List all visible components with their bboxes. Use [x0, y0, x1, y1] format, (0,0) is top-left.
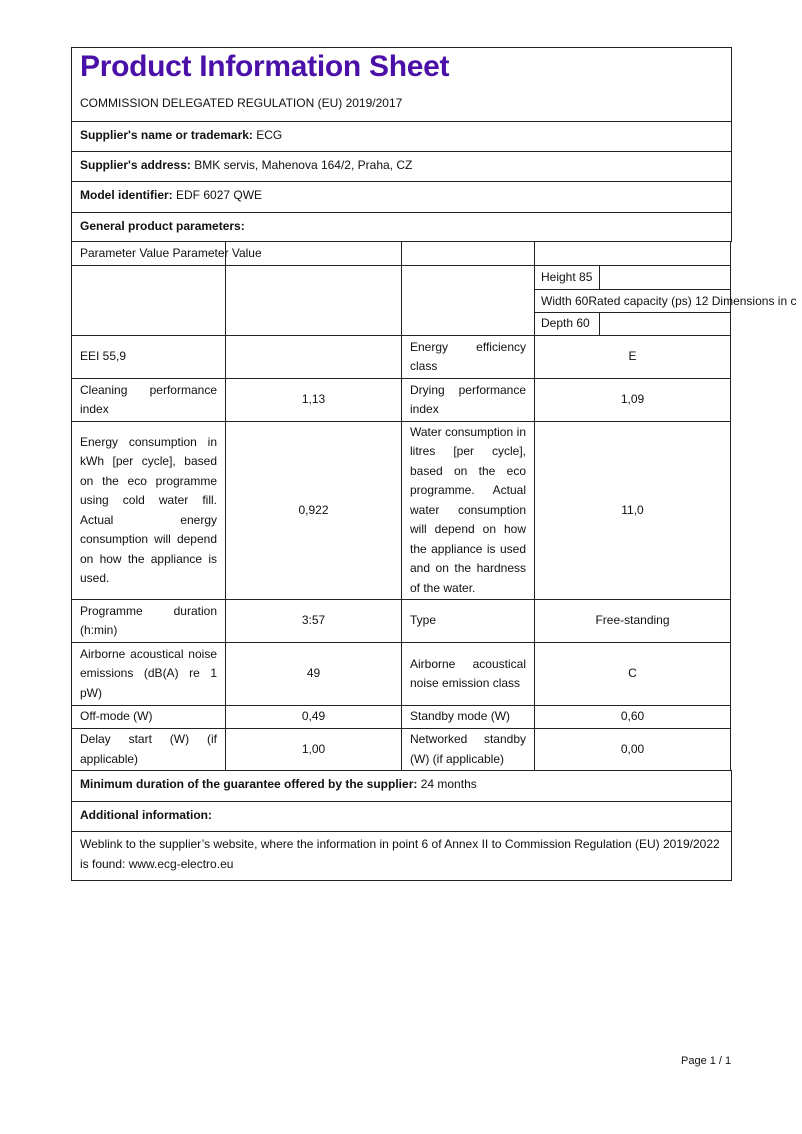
parameter-cell: Delay start (W) (if applicable)	[71, 728, 226, 771]
general-parameters: General product parameters:	[71, 212, 732, 242]
cell-text: Standby mode (W)	[410, 709, 511, 724]
cell-text: EEI 55,9	[80, 349, 127, 364]
value-cell: 0,49	[225, 705, 402, 729]
cell-text: C	[628, 666, 637, 681]
cell-text: Programme duration (h:min)	[80, 603, 217, 638]
supplier-address: Supplier's address: BMK servis, Mahenova…	[71, 151, 732, 182]
value-cell: 1,09	[534, 378, 731, 422]
value-cell: 1,13	[225, 378, 402, 422]
cell-text: Energy efficiency class	[410, 339, 526, 374]
parameter-cell: Programme duration (h:min)	[71, 599, 226, 643]
cell-text: 0,49	[301, 709, 326, 724]
value-cell: 3:57	[225, 599, 402, 643]
cell	[534, 241, 731, 266]
cell	[401, 265, 535, 336]
header-text: Parameter Value Parameter Value	[80, 246, 262, 260]
parameter-cell: Water consumption in litres [per cycle],…	[401, 421, 535, 600]
cell-text: Cleaning performance index	[80, 382, 217, 417]
cell-text: Energy consumption in kWh [per cycle], b…	[80, 434, 217, 586]
width-text: Width 60Rated capacity (ps) 12 Dimension…	[541, 294, 797, 308]
parameter-cell: Drying performance index	[401, 378, 535, 422]
value-cell: Free-standing	[534, 599, 731, 643]
value-cell: 0,60	[534, 705, 731, 729]
cell-text: 49	[306, 666, 321, 681]
parameter-cell: Airborne acoustical noise emission class	[401, 642, 535, 706]
weblink: Weblink to the supplier’s website, where…	[71, 831, 732, 881]
cell-text: 1,13	[301, 392, 326, 407]
parameter-cell: Airborne acoustical noise emissions (dB(…	[71, 642, 226, 706]
value-cell: 11,0	[534, 421, 731, 600]
cell	[599, 312, 731, 336]
cell-text: E	[628, 349, 637, 364]
cell-text: Off-mode (W)	[80, 709, 153, 724]
parameter-cell: Type	[401, 599, 535, 643]
cell-text: Delay start (W) (if applicable)	[80, 732, 217, 766]
cell-text: Airborne acoustical noise emissions (dB(…	[80, 646, 217, 700]
cell-text: Water consumption in litres [per cycle],…	[410, 424, 526, 595]
page-title: Product Information Sheet	[80, 50, 450, 83]
cell-text: Networked standby (W) (if applicable)	[410, 732, 526, 766]
supplier-name: Supplier's name or trademark: ECG	[71, 121, 732, 152]
parameter-cell: Networked standby (W) (if applicable)	[401, 728, 535, 771]
height-cell: Height 85	[534, 265, 600, 290]
cell-text: Type	[410, 613, 437, 628]
guarantee: Minimum duration of the guarantee offere…	[71, 770, 732, 802]
model-identifier: Model identifier: EDF 6027 QWE	[71, 181, 732, 213]
depth-cell: Depth 60	[534, 312, 600, 336]
regulation: COMMISSION DELEGATED REGULATION (EU) 201…	[80, 96, 403, 110]
cell	[599, 265, 731, 290]
cell-text: 3:57	[301, 613, 326, 628]
cell-text: 1,09	[620, 392, 645, 407]
parameter-cell: Energy efficiency class	[401, 335, 535, 379]
value-cell: 49	[225, 642, 402, 706]
page-number: Page 1 / 1	[681, 1055, 732, 1067]
value-cell: C	[534, 642, 731, 706]
cell-text: Airborne acoustical noise emission class	[410, 656, 526, 691]
cell	[225, 265, 402, 336]
cell	[71, 265, 226, 336]
cell-text: 0,00	[620, 741, 645, 756]
parameter-cell: Off-mode (W)	[71, 705, 226, 729]
cell	[401, 241, 535, 266]
additional-information: Additional information:	[71, 801, 732, 832]
parameter-cell: Cleaning performance index	[71, 378, 226, 422]
value-cell: 0,00	[534, 728, 731, 771]
value-cell: E	[534, 335, 731, 379]
value-cell: 0,922	[225, 421, 402, 600]
parameter-cell: Energy consumption in kWh [per cycle], b…	[71, 421, 226, 600]
cell-text: 1,00	[301, 741, 326, 756]
value-cell: 1,00	[225, 728, 402, 771]
parameter-cell: EEI 55,9	[71, 335, 226, 379]
cell-text: 11,0	[621, 502, 644, 517]
value-cell	[225, 335, 402, 379]
cell-text: 0,922	[298, 502, 329, 517]
parameter-cell: Standby mode (W)	[401, 705, 535, 729]
cell-text: Free-standing	[595, 613, 670, 628]
cell-text: Drying performance index	[410, 382, 526, 417]
cell-text: 0,60	[620, 709, 645, 724]
